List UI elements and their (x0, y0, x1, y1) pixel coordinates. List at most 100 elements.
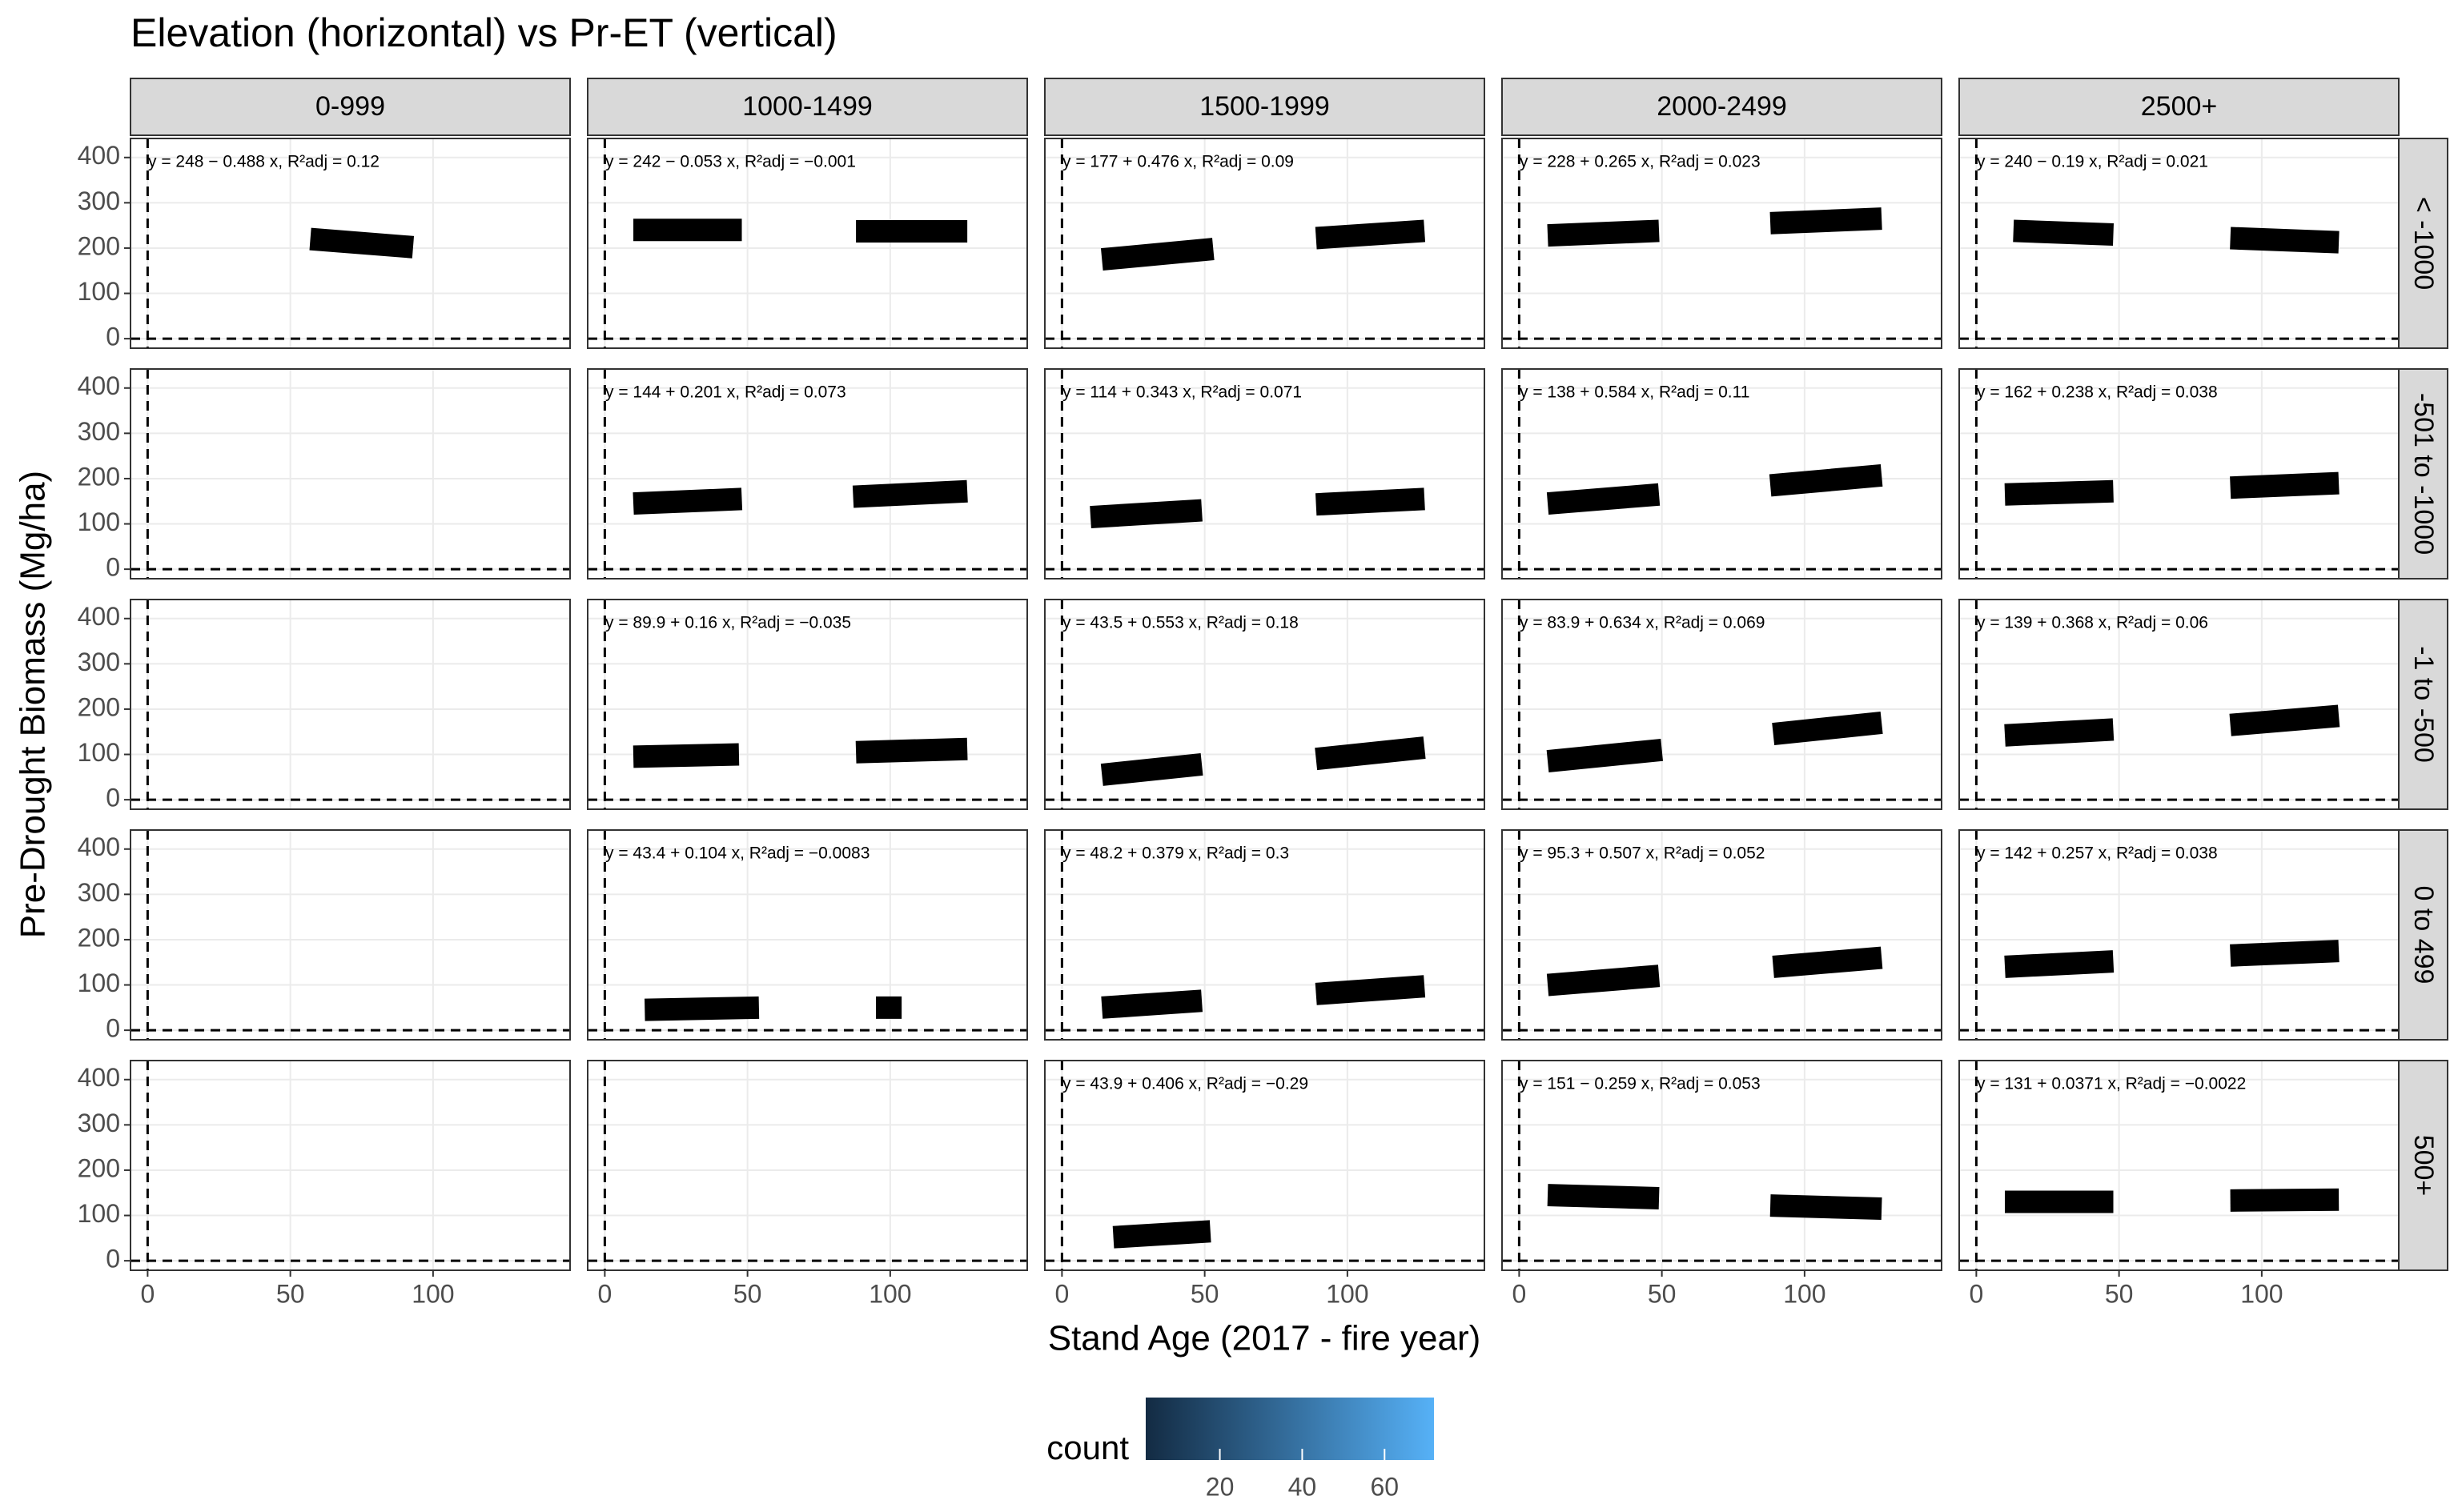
annotation: y = 242 − 0.053 x, R²adj = −0.001 (605, 153, 856, 171)
fit-line (1547, 219, 1660, 247)
legend-title: count (1046, 1429, 1129, 1466)
panel (1959, 600, 2399, 809)
x-tick-label: 100 (1326, 1279, 1368, 1308)
fit-line (2004, 479, 2114, 506)
fit-line (1546, 738, 1664, 772)
panel-border (130, 599, 571, 810)
panel-border (1958, 599, 2400, 810)
y-tick-label: 0 (106, 553, 120, 582)
chart-title: Elevation (horizontal) vs Pr-ET (vertica… (131, 10, 837, 55)
annotation: y = 131 + 0.0371 x, R²adj = −0.0022 (1977, 1075, 2246, 1093)
panel-border (1044, 599, 1485, 810)
fit-line (1090, 499, 1203, 529)
annotation: y = 177 + 0.476 x, R²adj = 0.09 (1062, 153, 1294, 171)
panel (1502, 830, 1942, 1040)
x-axis-title: Stand Age (2017 - fire year) (1048, 1319, 1481, 1358)
panel-border (1501, 368, 1942, 580)
facet-label: -1 to -500 (2408, 646, 2439, 763)
fit-line (1315, 219, 1426, 250)
x-tick-label: 0 (1969, 1279, 1983, 1308)
x-tick-label: 50 (1648, 1279, 1677, 1308)
panel (1502, 1061, 1942, 1270)
legend-tick-label: 20 (1206, 1472, 1235, 1501)
annotation: y = 162 + 0.238 x, R²adj = 0.038 (1977, 383, 2218, 402)
annotation: y = 114 + 0.343 x, R²adj = 0.071 (1062, 383, 1302, 402)
panel (1045, 138, 1484, 348)
annotation: y = 83.9 + 0.634 x, R²adj = 0.069 (1520, 614, 1765, 632)
fit-line (2230, 227, 2340, 254)
facet-label: 0-999 (315, 91, 385, 122)
y-tick-label: 400 (78, 602, 120, 631)
fit-line (645, 996, 760, 1021)
fit-line (2013, 219, 2115, 246)
panel (131, 1061, 570, 1270)
y-tick-label: 0 (106, 1245, 120, 1273)
y-axis-title: Pre-Drought Biomass (Mg/ha) (14, 471, 53, 938)
annotation: y = 95.3 + 0.507 x, R²adj = 0.052 (1520, 844, 1765, 863)
y-tick-label: 400 (78, 141, 120, 170)
fit-line (1547, 1184, 1660, 1210)
facet-label: 2000-2499 (1657, 91, 1787, 122)
facet-label: 1000-1499 (742, 91, 873, 122)
y-tick-label: 300 (78, 186, 120, 215)
fit-line (1315, 736, 1426, 771)
fit-line (1769, 207, 1882, 235)
y-tick-label: 100 (78, 507, 120, 536)
x-tick-label: 100 (2240, 1279, 2283, 1308)
fit-line (1769, 1194, 1882, 1221)
facet-strip (1044, 78, 1485, 136)
panel-border (1044, 1060, 1485, 1271)
panel-border (587, 368, 1028, 580)
annotation: y = 144 + 0.201 x, R²adj = 0.073 (605, 383, 846, 402)
panel (1045, 369, 1484, 579)
y-tick-label: 100 (78, 969, 120, 997)
annotation: y = 43.5 + 0.553 x, R²adj = 0.18 (1062, 614, 1299, 632)
panel-border (1044, 368, 1485, 580)
colorbar (1146, 1398, 1434, 1460)
fit-line (855, 737, 968, 764)
fit-line (633, 487, 743, 515)
y-tick-label: 200 (78, 1153, 120, 1182)
fit-line (1546, 965, 1661, 997)
x-tick-label: 50 (1191, 1279, 1219, 1308)
panel (1959, 830, 2399, 1040)
annotation: y = 48.2 + 0.379 x, R²adj = 0.3 (1062, 844, 1289, 863)
panel-border (1501, 599, 1942, 810)
panel-border (130, 368, 571, 580)
annotation: y = 43.9 + 0.406 x, R²adj = −0.29 (1062, 1075, 1308, 1093)
fit-line (852, 479, 968, 508)
fit-line (1772, 946, 1883, 978)
fit-line (1112, 1220, 1211, 1249)
x-tick-label: 50 (276, 1279, 305, 1308)
y-tick-label: 100 (78, 277, 120, 306)
legend-tick-label: 60 (1370, 1472, 1399, 1501)
fit-line (1100, 238, 1215, 271)
facet-strip (130, 78, 571, 136)
panel (1502, 600, 1942, 809)
facet-strip (1958, 78, 2400, 136)
fit-line (2230, 471, 2340, 499)
legend-tick-label: 40 (1288, 1472, 1317, 1501)
y-tick-label: 400 (78, 371, 120, 400)
y-tick-label: 300 (78, 648, 120, 676)
y-tick-label: 400 (78, 832, 120, 861)
fit-line (1100, 753, 1203, 786)
y-tick-label: 100 (78, 738, 120, 767)
annotation: y = 43.4 + 0.104 x, R²adj = −0.0083 (605, 844, 870, 863)
panel (131, 369, 570, 579)
x-tick-label: 100 (869, 1279, 911, 1308)
x-tick-label: 100 (412, 1279, 454, 1308)
panel (588, 1061, 1027, 1270)
y-tick-label: 0 (106, 323, 120, 351)
fit-line (2004, 718, 2115, 747)
panel-border (587, 829, 1028, 1041)
panel-border (587, 599, 1028, 810)
fit-line (2230, 1188, 2340, 1212)
annotation: y = 248 − 0.488 x, R²adj = 0.12 (148, 153, 380, 171)
y-tick-label: 300 (78, 1109, 120, 1137)
panel-border (587, 138, 1028, 349)
fit-line (1772, 711, 1883, 745)
fit-line (2004, 950, 2115, 978)
panel-border (1501, 138, 1942, 349)
fit-line (1769, 464, 1883, 497)
